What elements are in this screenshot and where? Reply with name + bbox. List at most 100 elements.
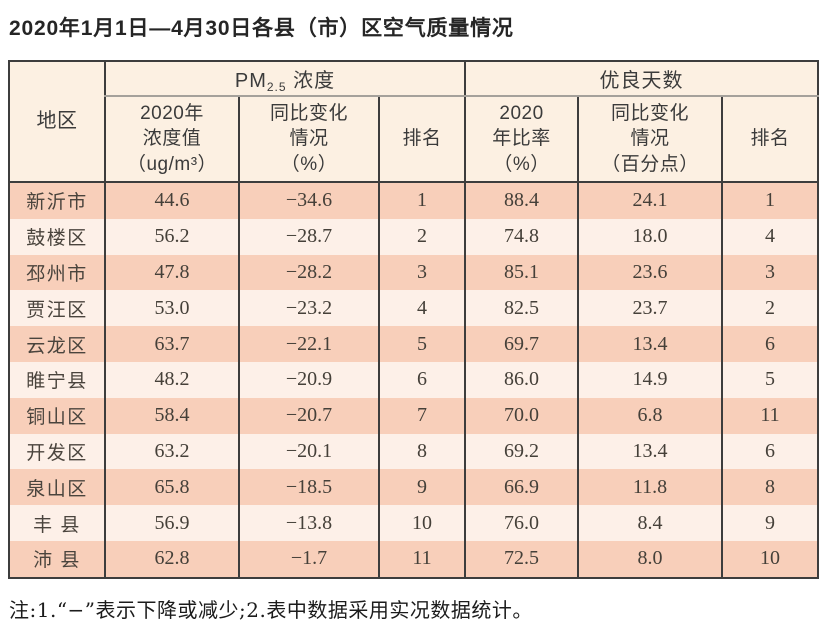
cell-pm-change: −20.7 <box>238 397 379 434</box>
cell-pm-rank: 8 <box>377 433 466 470</box>
cell-pm-value: 62.8 <box>104 540 239 578</box>
cell-pm-change: −22.1 <box>238 326 379 362</box>
cell-pm-value: 56.2 <box>104 218 239 255</box>
cell-pm-change: −28.7 <box>238 218 379 255</box>
cell-pm-value: 65.8 <box>104 469 239 506</box>
table-row: 铜山区 58.4 −20.7 7 70.0 6.8 11 <box>8 397 819 434</box>
cell-pm-value: 53.0 <box>104 290 239 327</box>
cell-good-rank: 1 <box>721 182 819 219</box>
cell-good-rate: 70.0 <box>464 397 579 434</box>
cell-good-rate: 69.2 <box>464 433 579 470</box>
cell-pm-change: −13.8 <box>238 505 379 541</box>
cell-good-change: 14.9 <box>577 361 723 398</box>
cell-good-rate: 86.0 <box>464 361 579 398</box>
air-quality-table: 地区 PM2.5 浓度 优良天数 2020年 浓度值 （ug/m³） 同比变化 … <box>8 60 820 579</box>
cell-pm-rank: 11 <box>377 540 466 578</box>
pm-subscript: 2.5 <box>266 79 287 94</box>
cell-good-rate: 69.7 <box>464 326 579 362</box>
cell-good-change: 8.4 <box>577 505 723 541</box>
table-row: 睢宁县 48.2 −20.9 6 86.0 14.9 5 <box>8 361 819 398</box>
cell-good-rank: 9 <box>721 505 819 541</box>
cell-region: 邳州市 <box>8 254 105 291</box>
table-header: 地区 PM2.5 浓度 优良天数 2020年 浓度值 （ug/m³） 同比变化 … <box>8 61 819 183</box>
footnote: 注:1.“−”表示下降或减少;2.表中数据采用实况数据统计。 <box>9 597 533 620</box>
cell-pm-value: 56.9 <box>104 505 239 541</box>
cell-pm-value: 44.6 <box>104 182 239 219</box>
cell-good-change: 6.8 <box>577 397 723 434</box>
cell-good-change: 13.4 <box>577 326 723 362</box>
header-good-rate: 2020 年比率 （%） <box>464 96 579 183</box>
cell-region: 鼓楼区 <box>8 218 105 255</box>
cell-pm-rank: 7 <box>377 397 466 434</box>
cell-good-rank: 10 <box>721 540 819 578</box>
cell-region: 贾汪区 <box>8 290 105 327</box>
cell-pm-rank: 3 <box>377 254 466 291</box>
cell-pm-rank: 6 <box>377 361 466 398</box>
cell-region: 新沂市 <box>8 182 105 219</box>
cell-pm-rank: 1 <box>377 182 466 219</box>
cell-good-rate: 85.1 <box>464 254 579 291</box>
cell-good-rate: 66.9 <box>464 469 579 506</box>
cell-pm-change: −20.1 <box>238 433 379 470</box>
pm-label: PM <box>234 69 267 92</box>
cell-pm-rank: 5 <box>377 326 466 362</box>
header-good-rank: 排名 <box>721 96 819 183</box>
table-body: 新沂市 44.6 −34.6 1 88.4 24.1 1 鼓楼区 56.2 −2… <box>8 182 819 578</box>
cell-pm-value: 63.2 <box>104 433 239 470</box>
cell-pm-value: 47.8 <box>104 254 239 291</box>
cell-pm-value: 63.7 <box>104 326 239 362</box>
cell-region: 丰 县 <box>8 505 105 541</box>
cell-pm-value: 48.2 <box>104 361 239 398</box>
cell-good-rate: 88.4 <box>464 182 579 219</box>
cell-region: 铜山区 <box>8 397 105 434</box>
cell-pm-value: 58.4 <box>104 397 239 434</box>
cell-good-change: 8.0 <box>577 540 723 578</box>
table-row: 泉山区 65.8 −18.5 9 66.9 11.8 8 <box>8 469 819 506</box>
cell-good-change: 23.7 <box>577 290 723 327</box>
cell-good-rank: 3 <box>721 254 819 291</box>
cell-pm-change: −23.2 <box>238 290 379 327</box>
header-good-days-group: 优良天数 <box>464 61 819 97</box>
cell-region: 云龙区 <box>8 326 105 362</box>
table-row: 丰 县 56.9 −13.8 10 76.0 8.4 9 <box>8 505 819 541</box>
table-row: 沛 县 62.8 −1.7 11 72.5 8.0 10 <box>8 540 819 578</box>
cell-region: 沛 县 <box>8 540 105 578</box>
cell-region: 泉山区 <box>8 469 105 506</box>
cell-region: 睢宁县 <box>8 361 105 398</box>
cell-pm-rank: 9 <box>377 469 466 506</box>
cell-good-change: 24.1 <box>577 182 723 219</box>
table-row: 鼓楼区 56.2 −28.7 2 74.8 18.0 4 <box>8 218 819 255</box>
cell-good-rate: 72.5 <box>464 540 579 578</box>
cell-good-change: 23.6 <box>577 254 723 291</box>
cell-pm-rank: 4 <box>377 290 466 327</box>
cell-pm-change: −28.2 <box>238 254 379 291</box>
table-row: 新沂市 44.6 −34.6 1 88.4 24.1 1 <box>8 182 819 219</box>
header-pm-rank: 排名 <box>377 96 466 183</box>
cell-good-rank: 5 <box>721 361 819 398</box>
cell-pm-rank: 2 <box>377 218 466 255</box>
cell-good-change: 11.8 <box>577 469 723 506</box>
table-row: 云龙区 63.7 −22.1 5 69.7 13.4 6 <box>8 326 819 362</box>
cell-pm-change: −34.6 <box>238 182 379 219</box>
cell-good-rank: 2 <box>721 290 819 327</box>
page-title: 2020年1月1日—4月30日各县（市）区空气质量情况 <box>9 17 514 40</box>
header-good-change: 同比变化 情况 （百分点） <box>577 96 723 183</box>
header-pm-value: 2020年 浓度值 （ug/m³） <box>104 96 239 183</box>
cell-good-rank: 4 <box>721 218 819 255</box>
cell-good-rate: 76.0 <box>464 505 579 541</box>
cell-good-rank: 8 <box>721 469 819 506</box>
cell-good-change: 13.4 <box>577 433 723 470</box>
cell-pm-change: −18.5 <box>238 469 379 506</box>
cell-good-rank: 6 <box>721 433 819 470</box>
cell-good-rank: 6 <box>721 326 819 362</box>
cell-pm-rank: 10 <box>377 505 466 541</box>
pm-label-suffix: 浓度 <box>286 69 336 92</box>
header-region: 地区 <box>8 61 105 183</box>
cell-pm-change: −20.9 <box>238 361 379 398</box>
header-pm-change: 同比变化 情况 （%） <box>238 96 379 183</box>
cell-region: 开发区 <box>8 433 105 470</box>
cell-good-rate: 74.8 <box>464 218 579 255</box>
cell-good-change: 18.0 <box>577 218 723 255</box>
table-row: 贾汪区 53.0 −23.2 4 82.5 23.7 2 <box>8 290 819 327</box>
